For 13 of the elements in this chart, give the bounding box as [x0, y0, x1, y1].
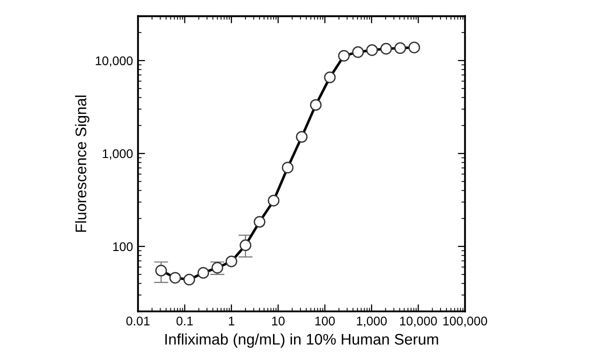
x-tick-label: 1 — [228, 316, 234, 326]
x-tick-label: 100 — [315, 316, 335, 326]
x-tick-label: 0.1 — [176, 316, 193, 326]
y-tick-label: 1,000 — [102, 149, 133, 160]
y-tick-label: 100 — [113, 242, 133, 252]
x-tick-label: 1,000 — [356, 316, 387, 327]
x-tick-label: 100,000 — [443, 316, 488, 327]
x-tick-label: 10 — [272, 316, 285, 326]
y-axis-title: Fluorescence Signal — [75, 96, 90, 232]
x-axis-title: Infliximab (ng/mL) in 10% Human Serum — [165, 333, 438, 348]
x-tick-label: 10,000 — [400, 316, 437, 327]
x-tick-label: 0.01 — [126, 316, 150, 326]
y-tick-label: 10,000 — [96, 56, 133, 67]
